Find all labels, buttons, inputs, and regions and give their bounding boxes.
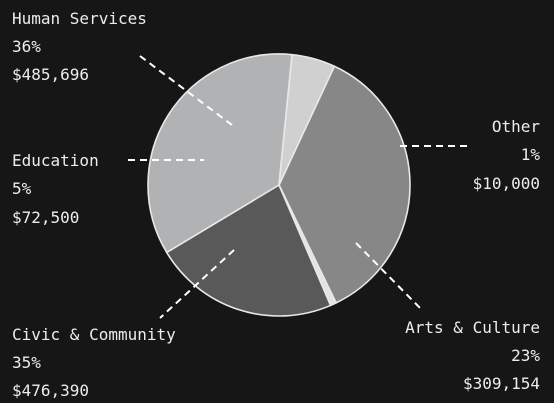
pie-slice-human-services: [278, 65, 411, 304]
label-group-arts-culture: Arts & Culture 23% $309,154: [405, 318, 540, 393]
leader-lines: [128, 55, 468, 319]
label-other-amount: $10,000: [473, 174, 540, 193]
leader-line-human-services: [139, 55, 237, 129]
label-group-civic-community: Civic & Community 35% $476,390: [12, 325, 176, 400]
label-human-services-amount: $485,696: [12, 65, 89, 84]
label-arts-culture-percent: 23%: [511, 346, 540, 365]
label-human-services-name: Human Services: [12, 9, 147, 28]
label-group-other: Other 1% $10,000: [473, 117, 541, 193]
label-civic-community-name: Civic & Community: [12, 325, 176, 344]
label-arts-culture-amount: $309,154: [463, 374, 540, 393]
label-education-percent: 5%: [12, 179, 32, 198]
label-arts-culture-name: Arts & Culture: [405, 318, 540, 337]
leader-line-arts-culture: [355, 242, 421, 309]
pie-slice-civic-community: [147, 53, 293, 254]
pie-slice-education: [278, 53, 336, 186]
label-human-services-percent: 36%: [12, 37, 41, 56]
label-group-human-services: Human Services 36% $485,696: [12, 9, 147, 84]
label-other-name: Other: [492, 117, 541, 136]
label-civic-community-percent: 35%: [12, 353, 41, 372]
leader-line-civic-community: [159, 249, 235, 319]
label-education-amount: $72,500: [12, 208, 79, 227]
pie-slices: [147, 53, 411, 317]
label-other-percent: 1%: [521, 145, 541, 164]
pie-slice-arts-culture: [165, 184, 332, 317]
label-civic-community-amount: $476,390: [12, 381, 89, 400]
label-group-education: Education 5% $72,500: [12, 151, 99, 227]
label-education-name: Education: [12, 151, 99, 170]
